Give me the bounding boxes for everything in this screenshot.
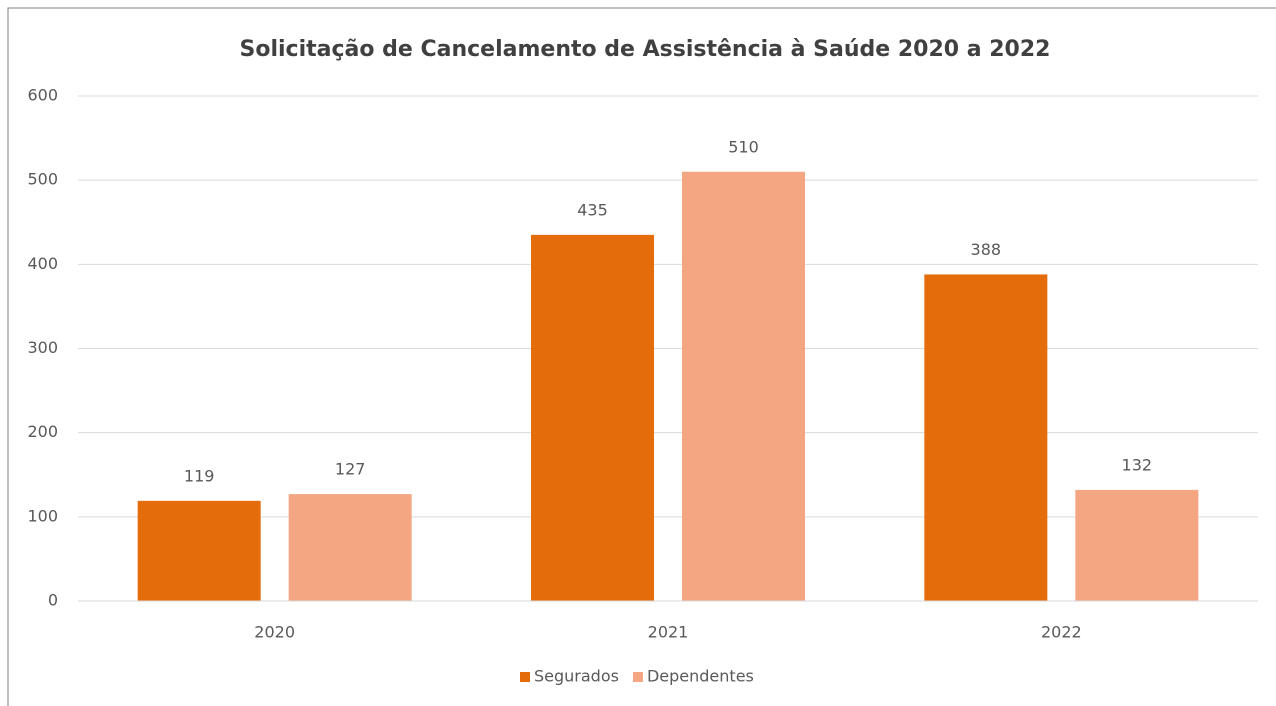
legend-label: Segurados	[534, 667, 619, 686]
data-label: 510	[728, 137, 759, 156]
legend-swatch	[632, 672, 643, 682]
data-label: 132	[1122, 455, 1153, 474]
y-tick-label: 100	[27, 506, 58, 525]
bar	[531, 234, 654, 601]
legend-label: Dependentes	[647, 667, 754, 686]
y-tick-label: 0	[48, 591, 58, 610]
data-label: 388	[971, 240, 1002, 259]
y-tick-label: 500	[27, 170, 58, 189]
y-tick-label: 300	[27, 338, 58, 357]
bar	[1075, 489, 1199, 601]
x-tick-label: 2022	[1041, 623, 1082, 642]
bar	[924, 274, 1048, 601]
x-tick-label: 2020	[254, 623, 295, 642]
bar	[137, 500, 261, 601]
chart-title: Solicitação de Cancelamento de Assistênc…	[240, 37, 1051, 62]
bar	[682, 171, 805, 601]
data-label: 119	[184, 466, 215, 485]
data-label: 435	[577, 200, 608, 219]
bar	[288, 494, 412, 601]
legend-swatch	[520, 672, 530, 682]
y-tick-label: 400	[27, 254, 58, 273]
data-label: 127	[335, 460, 366, 479]
y-tick-label: 200	[27, 422, 58, 441]
y-tick-label: 600	[27, 86, 58, 105]
x-tick-label: 2021	[648, 623, 689, 642]
